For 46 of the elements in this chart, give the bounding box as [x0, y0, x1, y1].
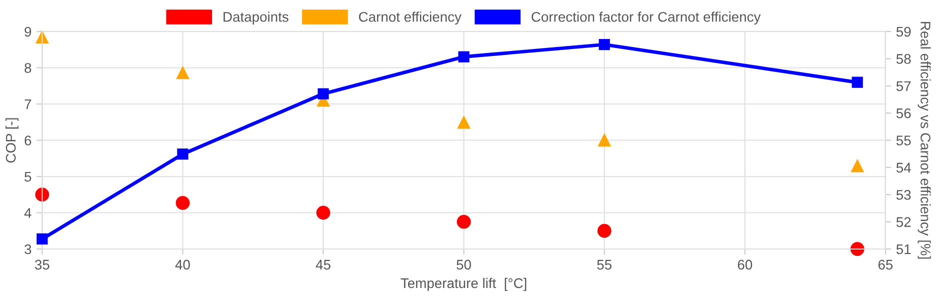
- y2-axis-title: Real efficiency vs Carnot efficiency [%]: [918, 22, 931, 259]
- x-tick-label: 60: [738, 260, 752, 270]
- point: [176, 196, 190, 210]
- legend-label: Carnot efficiency: [359, 12, 462, 25]
- y2-tick-label: 59: [896, 26, 911, 37]
- point: [458, 51, 470, 62]
- legend-label: Correction factor for Carnot efficiency: [532, 12, 761, 25]
- y-tick-label: 4: [24, 208, 32, 218]
- legend-label: Datapoints: [224, 12, 288, 25]
- point: [852, 76, 863, 88]
- point: [176, 66, 189, 80]
- point: [316, 206, 330, 220]
- y-tick-label: 9: [24, 26, 32, 37]
- y2-tick-label: 58: [896, 54, 911, 64]
- point: [456, 214, 471, 229]
- point: [35, 188, 50, 202]
- y2-tick-label: 57: [896, 81, 911, 92]
- y2-tick-label: 53: [896, 190, 911, 200]
- y2-tick-label: 56: [896, 108, 911, 118]
- point: [36, 31, 48, 44]
- x-tick-label: 65: [878, 260, 893, 270]
- point: [458, 116, 470, 129]
- point: [318, 88, 329, 100]
- y-axis-title: COP [-]: [6, 118, 18, 163]
- point: [598, 38, 610, 50]
- y2-tick-label: 54: [896, 162, 911, 173]
- y-tick-label: 6: [24, 136, 32, 146]
- y-tick-label: 3: [24, 244, 32, 254]
- point: [177, 148, 188, 160]
- y-tick-label: 7: [24, 99, 32, 110]
- x-tick-label: 35: [34, 260, 50, 270]
- point: [850, 242, 864, 256]
- point: [36, 233, 48, 244]
- point: [597, 224, 612, 238]
- x-axis-title: Temperature lift [°C]: [400, 278, 526, 291]
- point: [851, 160, 864, 172]
- y2-tick-label: 51: [896, 244, 911, 254]
- y2-tick-label: 52: [896, 217, 911, 227]
- y2-tick-label: 55: [896, 136, 911, 146]
- y-tick-label: 8: [24, 63, 32, 73]
- x-tick-label: 45: [316, 260, 330, 270]
- x-tick-label: 50: [456, 260, 471, 270]
- point: [598, 134, 611, 146]
- x-tick-label: 55: [597, 260, 612, 270]
- y-tick-label: 5: [24, 172, 32, 182]
- x-tick-label: 40: [175, 260, 190, 270]
